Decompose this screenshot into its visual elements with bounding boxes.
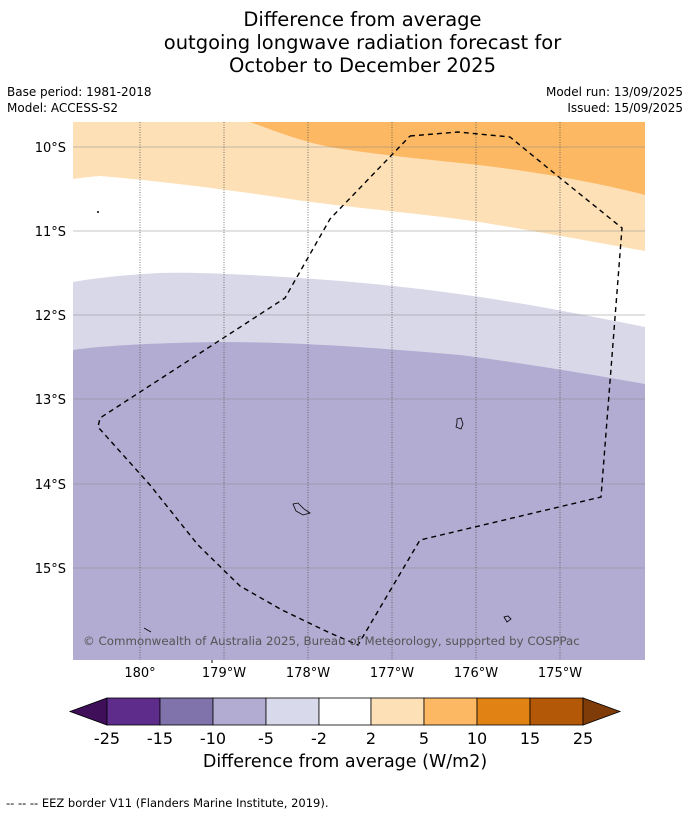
lon-label-180: 180°	[124, 666, 155, 681]
cb-tick-3: -5	[258, 729, 274, 748]
forecast-map	[73, 122, 645, 660]
island-4	[143, 627, 152, 633]
colorbar	[68, 697, 622, 726]
lat-label-13s: 13°S	[35, 393, 66, 408]
colorbar-segment-2	[159, 697, 214, 726]
lon-label-179w: 179°W	[202, 666, 246, 681]
cb-tick-1: -15	[147, 729, 173, 748]
colorbar-segment-4	[265, 697, 320, 726]
latitude-gridlines	[73, 146, 645, 569]
colorbar-title: Difference from average (W/m2)	[202, 752, 488, 772]
cb-tick-6: 5	[419, 729, 429, 748]
title-line-3: October to December 2025	[229, 54, 496, 77]
model-run-date: Model run: 13/09/2025	[545, 85, 683, 99]
lat-label-12s: 12°S	[35, 309, 66, 324]
issued-date: Issued: 15/09/2025	[567, 101, 683, 115]
cb-tick-8: 15	[520, 729, 540, 748]
lon-label-177w: 177°W	[370, 666, 414, 681]
colorbar-min-extension	[68, 697, 108, 726]
lon-label-178w: 178°W	[286, 666, 330, 681]
cb-tick-9: 25	[573, 729, 593, 748]
islands	[97, 210, 512, 633]
model-name: Model: ACCESS-S2	[7, 101, 119, 115]
colorbar-tick-labels: -25 -15 -10 -5 -2 2 5 10 15 25	[94, 729, 593, 748]
zone-plus5-plus10	[250, 122, 645, 195]
island-2	[292, 502, 311, 516]
copyright-notice: © Commonwealth of Australia 2025, Bureau…	[83, 634, 580, 648]
island-3	[503, 615, 512, 623]
cb-tick-4: -2	[311, 729, 327, 748]
latitude-labels: 10°S 11°S 12°S 13°S 14°S 15°S	[35, 141, 66, 577]
eez-legend-note: -- -- -- EEZ border V11 (Flanders Marine…	[6, 796, 329, 810]
model-info: Base period: 1981-2018 Model: ACCESS-S2	[7, 84, 152, 116]
title-line-2: outgoing longwave radiation forecast for	[163, 31, 562, 54]
colorbar-segment-9	[529, 697, 584, 726]
colorbar-segment-5	[318, 697, 372, 726]
colorbar-segment-3	[212, 697, 267, 726]
cb-tick-5: 2	[366, 729, 376, 748]
lat-label-15s: 15°S	[35, 562, 66, 577]
colorbar-segment-6	[370, 697, 425, 726]
colorbar-max-extension	[582, 697, 622, 726]
lat-label-14s: 14°S	[35, 478, 66, 493]
colorbar-segment-7	[423, 697, 478, 726]
run-info: Model run: 13/09/2025 Issued: 15/09/2025	[546, 84, 683, 116]
map-title: Difference from average outgoing longwav…	[0, 8, 690, 77]
cb-tick-2: -10	[200, 729, 226, 748]
base-period: Base period: 1981-2018	[7, 85, 152, 99]
lat-label-11s: 11°S	[35, 225, 66, 240]
cb-tick-0: -25	[94, 729, 120, 748]
longitude-labels: 180° 179°W 178°W 177°W 176°W 175°W	[124, 666, 582, 681]
lon-label-176w: 176°W	[454, 666, 498, 681]
lon-label-175w: 175°W	[538, 666, 582, 681]
colorbar-segment-1	[106, 697, 161, 726]
title-line-1: Difference from average	[243, 8, 482, 31]
island-1	[455, 417, 464, 430]
island-5	[97, 210, 100, 213]
lat-label-10s: 10°S	[35, 141, 66, 156]
colorbar-segment-8	[476, 697, 531, 726]
cb-tick-7: 10	[467, 729, 487, 748]
